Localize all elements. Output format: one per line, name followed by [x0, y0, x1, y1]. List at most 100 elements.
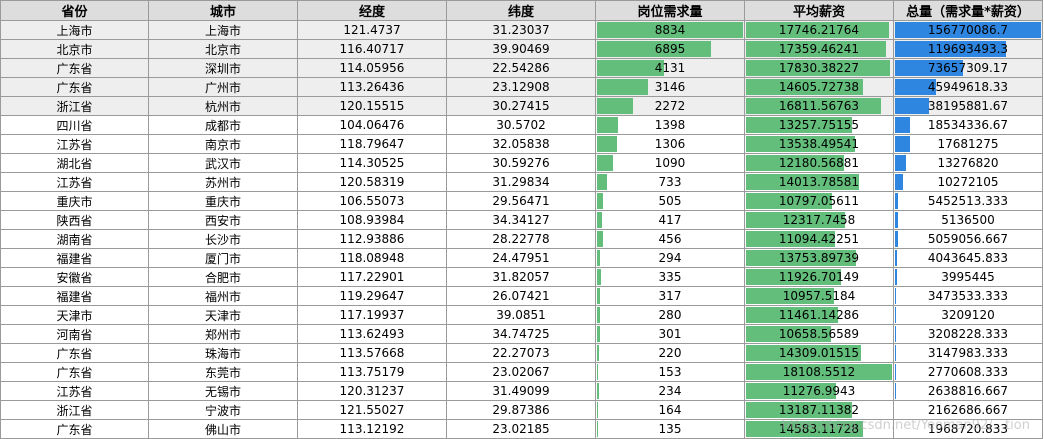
cell-salary[interactable]: 11094.42251	[744, 229, 894, 249]
cell-demand[interactable]: 456	[595, 229, 745, 249]
col-header-city[interactable]: 城市	[148, 0, 298, 21]
cell-latitude[interactable]: 32.05838	[446, 134, 596, 154]
cell-salary[interactable]: 10797.05611	[744, 191, 894, 211]
cell-demand[interactable]: 164	[595, 400, 745, 420]
cell-latitude[interactable]: 34.74725	[446, 324, 596, 344]
cell-latitude[interactable]: 24.47951	[446, 248, 596, 268]
cell-total[interactable]: 3209120	[893, 305, 1043, 325]
cell-city[interactable]: 北京市	[148, 39, 298, 59]
cell-longitude[interactable]: 113.26436	[297, 77, 447, 97]
cell-province[interactable]: 广东省	[0, 362, 149, 382]
cell-demand[interactable]: 1090	[595, 153, 745, 173]
cell-latitude[interactable]: 31.49099	[446, 381, 596, 401]
cell-salary[interactable]: 13538.49541	[744, 134, 894, 154]
cell-total[interactable]: 73657309.17	[893, 58, 1043, 78]
cell-province[interactable]: 江苏省	[0, 381, 149, 401]
col-header-province[interactable]: 省份	[0, 0, 149, 21]
cell-longitude[interactable]: 113.75179	[297, 362, 447, 382]
cell-province[interactable]: 浙江省	[0, 96, 149, 116]
cell-longitude[interactable]: 118.08948	[297, 248, 447, 268]
cell-province[interactable]: 陕西省	[0, 210, 149, 230]
col-header-longitude[interactable]: 经度	[297, 0, 447, 21]
cell-latitude[interactable]: 31.82057	[446, 267, 596, 287]
cell-demand[interactable]: 294	[595, 248, 745, 268]
cell-city[interactable]: 郑州市	[148, 324, 298, 344]
cell-latitude[interactable]: 23.02067	[446, 362, 596, 382]
cell-total[interactable]: 5059056.667	[893, 229, 1043, 249]
cell-salary[interactable]: 11926.70149	[744, 267, 894, 287]
cell-demand[interactable]: 1306	[595, 134, 745, 154]
cell-demand[interactable]: 3146	[595, 77, 745, 97]
cell-longitude[interactable]: 118.79647	[297, 134, 447, 154]
col-header-salary[interactable]: 平均薪资	[744, 0, 894, 21]
cell-city[interactable]: 无锡市	[148, 381, 298, 401]
cell-province[interactable]: 广东省	[0, 419, 149, 439]
cell-total[interactable]: 4043645.833	[893, 248, 1043, 268]
cell-salary[interactable]: 14013.78581	[744, 172, 894, 192]
cell-city[interactable]: 长沙市	[148, 229, 298, 249]
cell-city[interactable]: 深圳市	[148, 58, 298, 78]
cell-city[interactable]: 武汉市	[148, 153, 298, 173]
cell-city[interactable]: 珠海市	[148, 343, 298, 363]
cell-longitude[interactable]: 121.4737	[297, 20, 447, 40]
cell-city[interactable]: 福州市	[148, 286, 298, 306]
cell-salary[interactable]: 14605.72738	[744, 77, 894, 97]
cell-latitude[interactable]: 34.34127	[446, 210, 596, 230]
cell-demand[interactable]: 8834	[595, 20, 745, 40]
cell-city[interactable]: 苏州市	[148, 172, 298, 192]
cell-salary[interactable]: 11461.14286	[744, 305, 894, 325]
cell-longitude[interactable]: 113.12192	[297, 419, 447, 439]
cell-longitude[interactable]: 120.15515	[297, 96, 447, 116]
cell-province[interactable]: 广东省	[0, 77, 149, 97]
cell-demand[interactable]: 135	[595, 419, 745, 439]
cell-latitude[interactable]: 26.07421	[446, 286, 596, 306]
cell-longitude[interactable]: 104.06476	[297, 115, 447, 135]
col-header-demand[interactable]: 岗位需求量	[595, 0, 745, 21]
cell-longitude[interactable]: 112.93886	[297, 229, 447, 249]
cell-city[interactable]: 东莞市	[148, 362, 298, 382]
cell-total[interactable]: 156770086.7	[893, 20, 1043, 40]
cell-demand[interactable]: 220	[595, 343, 745, 363]
cell-province[interactable]: 福建省	[0, 286, 149, 306]
cell-city[interactable]: 合肥市	[148, 267, 298, 287]
col-header-total[interactable]: 总量（需求量*薪资）	[893, 0, 1043, 21]
cell-demand[interactable]: 280	[595, 305, 745, 325]
cell-salary[interactable]: 17830.38227	[744, 58, 894, 78]
cell-total[interactable]: 5136500	[893, 210, 1043, 230]
cell-salary[interactable]: 10957.5184	[744, 286, 894, 306]
cell-total[interactable]: 3208228.333	[893, 324, 1043, 344]
cell-salary[interactable]: 13257.75155	[744, 115, 894, 135]
cell-demand[interactable]: 6895	[595, 39, 745, 59]
cell-demand[interactable]: 4131	[595, 58, 745, 78]
cell-latitude[interactable]: 30.5702	[446, 115, 596, 135]
cell-city[interactable]: 重庆市	[148, 191, 298, 211]
cell-province[interactable]: 安徽省	[0, 267, 149, 287]
cell-latitude[interactable]: 23.12908	[446, 77, 596, 97]
cell-province[interactable]: 重庆市	[0, 191, 149, 211]
cell-demand[interactable]: 301	[595, 324, 745, 344]
cell-province[interactable]: 广东省	[0, 343, 149, 363]
cell-latitude[interactable]: 39.0851	[446, 305, 596, 325]
cell-total[interactable]: 45949618.33	[893, 77, 1043, 97]
cell-province[interactable]: 浙江省	[0, 400, 149, 420]
cell-province[interactable]: 上海市	[0, 20, 149, 40]
cell-longitude[interactable]: 114.30525	[297, 153, 447, 173]
cell-latitude[interactable]: 30.27415	[446, 96, 596, 116]
cell-longitude[interactable]: 114.05956	[297, 58, 447, 78]
cell-demand[interactable]: 153	[595, 362, 745, 382]
cell-city[interactable]: 西安市	[148, 210, 298, 230]
cell-longitude[interactable]: 113.57668	[297, 343, 447, 363]
cell-demand[interactable]: 335	[595, 267, 745, 287]
cell-latitude[interactable]: 29.87386	[446, 400, 596, 420]
cell-province[interactable]: 湖南省	[0, 229, 149, 249]
cell-demand[interactable]: 417	[595, 210, 745, 230]
cell-city[interactable]: 上海市	[148, 20, 298, 40]
cell-longitude[interactable]: 120.58319	[297, 172, 447, 192]
cell-latitude[interactable]: 29.56471	[446, 191, 596, 211]
cell-total[interactable]: 10272105	[893, 172, 1043, 192]
cell-city[interactable]: 广州市	[148, 77, 298, 97]
cell-total[interactable]: 38195881.67	[893, 96, 1043, 116]
cell-salary[interactable]: 16811.56763	[744, 96, 894, 116]
cell-longitude[interactable]: 120.31237	[297, 381, 447, 401]
cell-city[interactable]: 成都市	[148, 115, 298, 135]
